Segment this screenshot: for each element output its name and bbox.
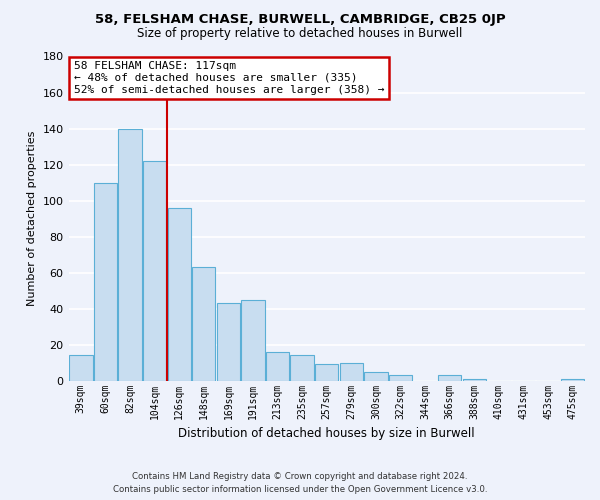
Bar [389,375,412,380]
Bar [266,352,289,380]
Bar [192,267,215,380]
Bar [94,182,117,380]
Text: 58 FELSHAM CHASE: 117sqm
← 48% of detached houses are smaller (335)
52% of semi-: 58 FELSHAM CHASE: 117sqm ← 48% of detach… [74,62,384,94]
Bar [438,375,461,380]
Text: 58, FELSHAM CHASE, BURWELL, CAMBRIDGE, CB25 0JP: 58, FELSHAM CHASE, BURWELL, CAMBRIDGE, C… [95,12,505,26]
Bar [290,356,314,380]
Bar [241,300,265,380]
Bar [463,379,486,380]
Bar [340,362,363,380]
Text: Size of property relative to detached houses in Burwell: Size of property relative to detached ho… [137,28,463,40]
Bar [118,128,142,380]
Bar [561,379,584,380]
Bar [143,161,166,380]
Bar [364,372,388,380]
X-axis label: Distribution of detached houses by size in Burwell: Distribution of detached houses by size … [178,427,475,440]
Text: Contains HM Land Registry data © Crown copyright and database right 2024.
Contai: Contains HM Land Registry data © Crown c… [113,472,487,494]
Bar [217,303,240,380]
Bar [69,356,92,380]
Bar [315,364,338,380]
Y-axis label: Number of detached properties: Number of detached properties [27,131,37,306]
Bar [167,208,191,380]
